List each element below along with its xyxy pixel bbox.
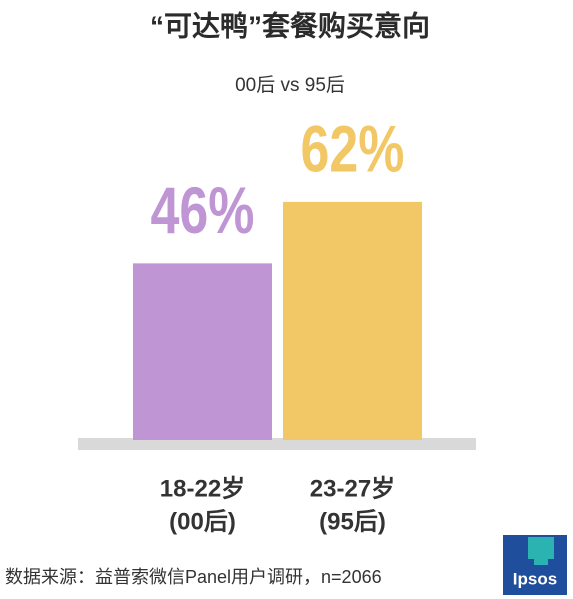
x-tick-label: (95后) — [319, 508, 386, 535]
x-tick-label: (00后) — [169, 508, 236, 535]
bar — [283, 201, 422, 440]
bar — [133, 263, 272, 440]
value-label: 46% — [151, 173, 255, 247]
logo-shape — [528, 537, 554, 565]
baseline — [78, 438, 476, 450]
x-tick-label: 18-22岁 — [160, 474, 245, 502]
logo-text: Ipsos — [513, 569, 557, 588]
x-tick-label: 23-27岁 — [310, 474, 395, 502]
value-label: 62% — [301, 111, 405, 185]
logo: Ipsos — [503, 535, 567, 595]
chart-title: “可达鸭”套餐购买意向 — [150, 9, 430, 41]
source-note: 数据来源：益普索微信Panel用户调研，n=2066 — [5, 567, 382, 587]
chart-subtitle: 00后 vs 95后 — [235, 74, 345, 96]
